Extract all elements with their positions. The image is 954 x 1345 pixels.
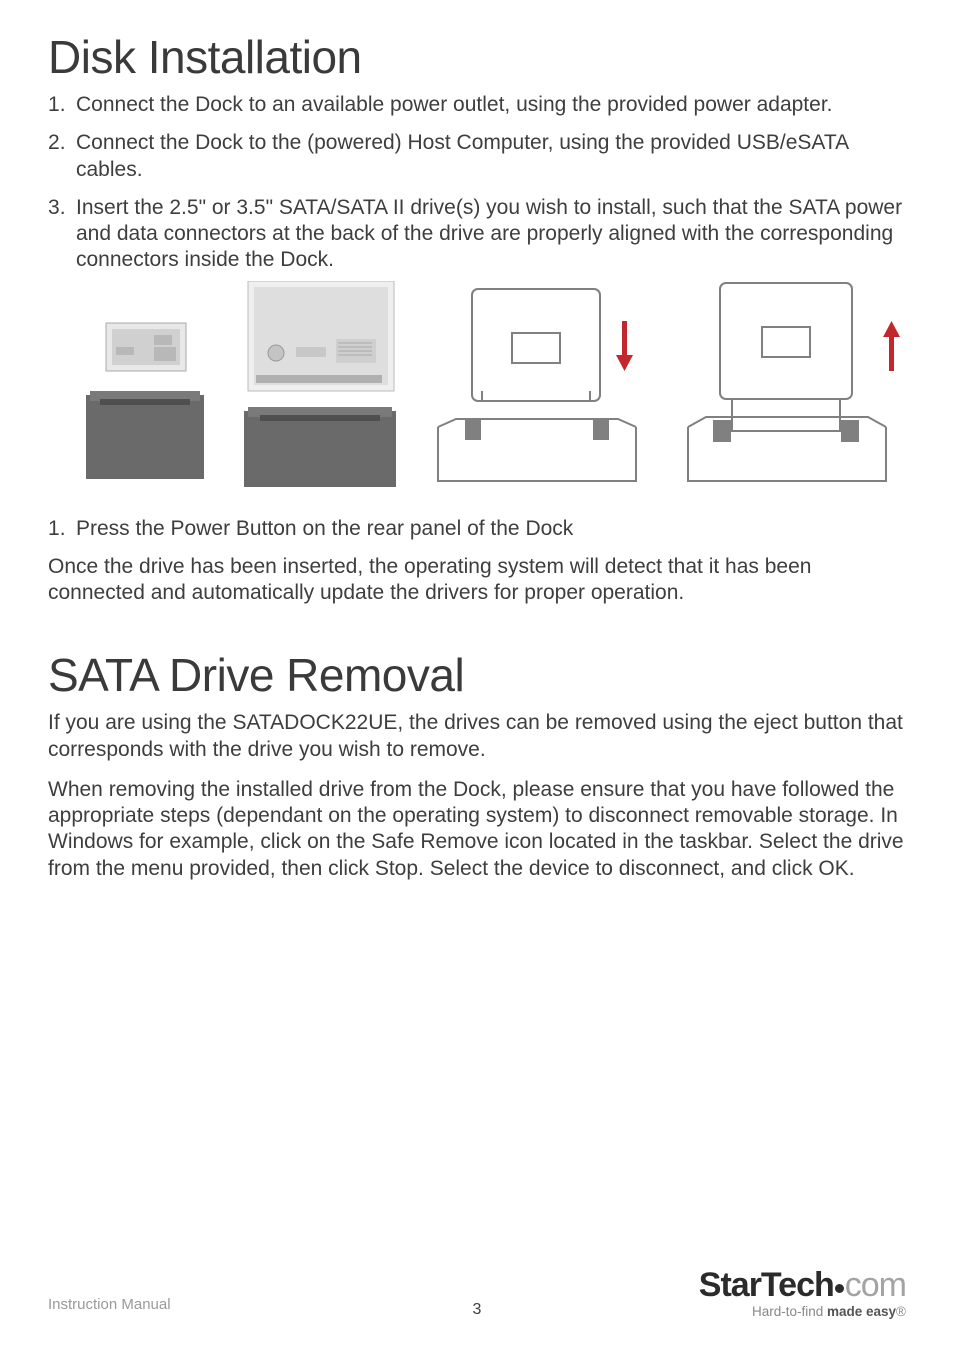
step-3: Insert the 2.5" or 3.5" SATA/SATA II dri… bbox=[48, 195, 906, 274]
heading-sata-removal: SATA Drive Removal bbox=[48, 648, 906, 702]
install-steps-list-cont: Press the Power Button on the rear panel… bbox=[48, 516, 906, 542]
figure-photo-small-drive bbox=[76, 291, 216, 496]
heading-disk-installation: Disk Installation bbox=[48, 30, 906, 84]
step-1: Connect the Dock to an available power o… bbox=[48, 92, 906, 118]
removal-p2: When removing the installed drive from t… bbox=[48, 777, 906, 882]
logo-suffix: com bbox=[845, 1266, 906, 1304]
logo-dot-icon bbox=[835, 1284, 844, 1293]
figure-diagram-eject bbox=[676, 281, 906, 496]
startech-logo: StarTech com Hard-to-find made easy® bbox=[699, 1268, 906, 1319]
footer-label: Instruction Manual bbox=[48, 1296, 171, 1313]
removal-p1: If you are using the SATADOCK22UE, the d… bbox=[48, 710, 906, 763]
install-steps-list: Connect the Dock to an available power o… bbox=[48, 92, 906, 274]
install-paragraph: Once the drive has been inserted, the op… bbox=[48, 554, 906, 607]
tagline-pre: Hard-to-find bbox=[752, 1304, 827, 1319]
installation-figures bbox=[76, 286, 906, 496]
figure-photo-large-drive bbox=[236, 281, 406, 496]
logo-main-text: StarTech bbox=[699, 1266, 834, 1304]
figure-diagram-insert bbox=[426, 281, 656, 496]
page-number: 3 bbox=[473, 1301, 482, 1319]
step-4: Press the Power Button on the rear panel… bbox=[48, 516, 906, 542]
registered-mark: ® bbox=[896, 1304, 906, 1319]
step-2: Connect the Dock to the (powered) Host C… bbox=[48, 130, 906, 183]
tagline-bold: made easy bbox=[827, 1304, 896, 1319]
